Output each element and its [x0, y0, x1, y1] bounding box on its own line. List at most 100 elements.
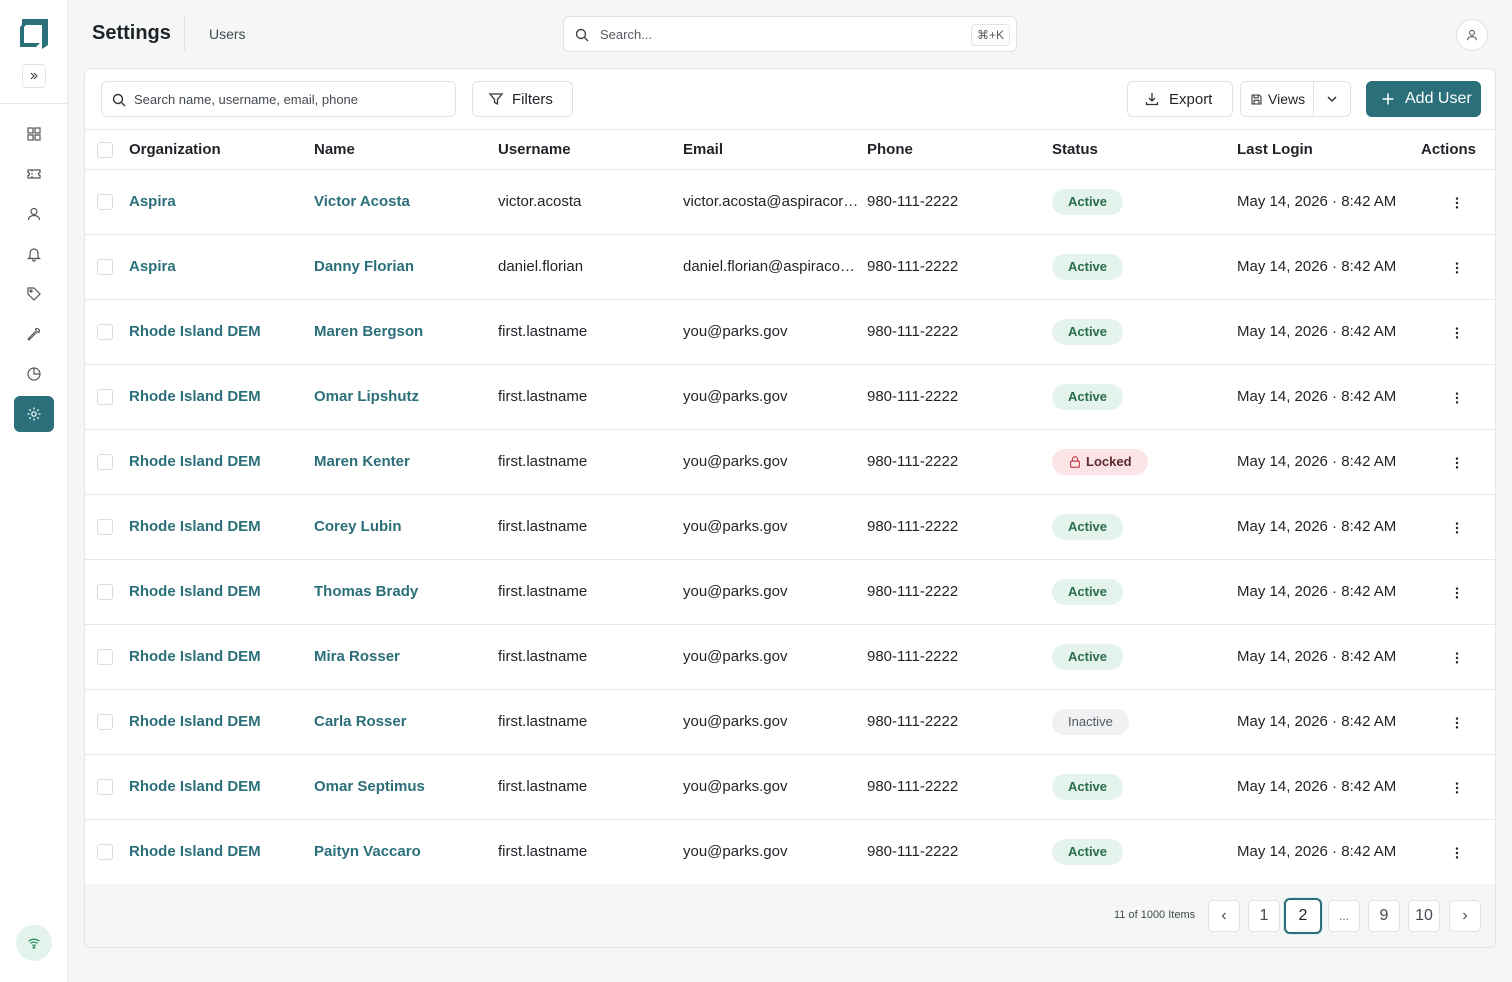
views-caret-button[interactable]	[1314, 82, 1350, 116]
organization-link[interactable]: Rhode Island DEM	[129, 843, 261, 860]
grid-icon	[27, 127, 41, 141]
next-page-button[interactable]	[1449, 900, 1481, 932]
row-checkbox[interactable]	[97, 324, 113, 340]
organization-link[interactable]: Aspira	[129, 258, 176, 275]
sidebar-item-alerts[interactable]	[14, 236, 54, 272]
row-checkbox[interactable]	[97, 259, 113, 275]
sidebar-item-users[interactable]	[14, 196, 54, 232]
column-header-organization[interactable]: Organization	[129, 141, 221, 158]
views-button[interactable]: Views	[1241, 82, 1314, 116]
sidebar-item-tools[interactable]	[14, 316, 54, 352]
table-row[interactable]: Rhode Island DEM Omar Lipshutz first.lastn…	[85, 365, 1495, 430]
row-actions-button[interactable]	[1449, 714, 1465, 732]
add-user-button[interactable]: Add User	[1366, 81, 1481, 117]
table-row[interactable]: Aspira Danny Florian daniel.florian daniel.…	[85, 235, 1495, 300]
column-header-name[interactable]: Name	[314, 141, 355, 158]
expand-sidebar-button[interactable]	[22, 64, 46, 88]
views-dropdown[interactable]: Views	[1240, 81, 1351, 117]
row-actions-button[interactable]	[1449, 844, 1465, 862]
table-row[interactable]: Rhode Island DEM Mira Rosser first.lastnam…	[85, 625, 1495, 690]
status-badge: Active	[1052, 774, 1124, 800]
row-actions-button[interactable]	[1449, 324, 1465, 342]
sidebar-item-reports[interactable]	[14, 356, 54, 392]
row-actions-button[interactable]	[1449, 519, 1465, 537]
sidebar-item-dashboard[interactable]	[14, 116, 54, 152]
organization-link[interactable]: Rhode Island DEM	[129, 713, 261, 730]
user-name-link[interactable]: Maren Bergson	[314, 323, 424, 340]
row-actions-button[interactable]	[1449, 454, 1465, 472]
user-name-link[interactable]: Omar Lipshutz	[314, 388, 420, 405]
row-checkbox[interactable]	[97, 584, 113, 600]
organization-link[interactable]: Rhode Island DEM	[129, 518, 261, 535]
row-checkbox[interactable]	[97, 454, 113, 470]
table-row[interactable]: Aspira Victor Acosta victor.acosta victor.a…	[85, 170, 1495, 235]
user-name-link[interactable]: Mira Rosser	[314, 648, 400, 665]
export-button[interactable]: Export	[1127, 81, 1233, 117]
status-label: Active	[1068, 649, 1108, 664]
organization-link[interactable]: Rhode Island DEM	[129, 388, 261, 405]
column-header-phone[interactable]: Phone	[867, 141, 913, 158]
organization-link[interactable]: Rhode Island DEM	[129, 583, 261, 600]
column-header-username[interactable]: Username	[498, 141, 571, 158]
user-name-link[interactable]: Victor Acosta	[314, 193, 410, 210]
row-actions-button[interactable]	[1449, 584, 1465, 602]
prev-page-button[interactable]	[1208, 900, 1240, 932]
row-checkbox[interactable]	[97, 779, 113, 795]
table-row[interactable]: Rhode Island DEM Paityn Vaccaro first.last…	[85, 820, 1495, 885]
page-button-1[interactable]: 1	[1248, 900, 1280, 932]
chevron-right-icon	[1463, 912, 1468, 920]
column-header-last-login[interactable]: Last Login	[1237, 141, 1313, 158]
row-checkbox[interactable]	[97, 649, 113, 665]
table-row[interactable]: Rhode Island DEM Maren Kenter first.lastna…	[85, 430, 1495, 495]
status-badge: Active	[1052, 644, 1124, 670]
table-row[interactable]: Rhode Island DEM Corey Lubin first.lastnam…	[85, 495, 1495, 560]
logo[interactable]	[16, 15, 52, 51]
organization-link[interactable]: Rhode Island DEM	[129, 778, 261, 795]
row-checkbox[interactable]	[97, 389, 113, 405]
organization-link[interactable]: Aspira	[129, 193, 176, 210]
row-actions-button[interactable]	[1449, 194, 1465, 212]
last-login-cell: May 14, 2026 · 8:42 AM	[1237, 713, 1397, 730]
add-user-label: Add User	[1405, 90, 1472, 107]
user-name-link[interactable]: Carla Rosser	[314, 713, 407, 730]
page-button-2[interactable]: 2	[1284, 898, 1322, 934]
table-row[interactable]: Rhode Island DEM Carla Rosser first.lastna…	[85, 690, 1495, 755]
user-name-link[interactable]: Maren Kenter	[314, 453, 410, 470]
organization-link[interactable]: Rhode Island DEM	[129, 453, 261, 470]
page-button-10[interactable]: 10	[1408, 900, 1440, 932]
sidebar-item-settings[interactable]	[14, 396, 54, 432]
table-row[interactable]: Rhode Island DEM Maren Bergson first.lastn…	[85, 300, 1495, 365]
row-checkbox[interactable]	[97, 519, 113, 535]
table-row[interactable]: Rhode Island DEM Omar Septimus first.lastn…	[85, 755, 1495, 820]
more-vertical-icon	[1455, 782, 1459, 794]
select-all-checkbox[interactable]	[97, 142, 113, 158]
user-name-link[interactable]: Omar Septimus	[314, 778, 425, 795]
row-actions-button[interactable]	[1449, 779, 1465, 797]
page-button-9[interactable]: 9	[1368, 900, 1400, 932]
row-checkbox[interactable]	[97, 844, 113, 860]
filters-button[interactable]: Filters	[472, 81, 573, 117]
user-name-link[interactable]: Paityn Vaccaro	[314, 843, 421, 860]
row-checkbox[interactable]	[97, 714, 113, 730]
connection-status-button[interactable]	[16, 925, 52, 961]
row-actions-button[interactable]	[1449, 649, 1465, 667]
sidebar-item-tickets[interactable]	[14, 156, 54, 192]
email-cell: you@parks.gov	[683, 388, 788, 405]
global-search-input[interactable]: Search... ⌘+K	[563, 16, 1017, 52]
breadcrumb[interactable]: Users	[209, 26, 246, 42]
row-actions-button[interactable]	[1449, 259, 1465, 277]
user-name-link[interactable]: Corey Lubin	[314, 518, 402, 535]
column-header-email[interactable]: Email	[683, 141, 724, 158]
table-search-input[interactable]: Search name, username, email, phone	[101, 81, 456, 117]
user-name-link[interactable]: Thomas Brady	[314, 583, 419, 600]
column-header-status[interactable]: Status	[1052, 141, 1098, 158]
row-actions-button[interactable]	[1449, 389, 1465, 407]
organization-link[interactable]: Rhode Island DEM	[129, 323, 261, 340]
organization-link[interactable]: Rhode Island DEM	[129, 648, 261, 665]
email-cell: daniel.florian@aspiracorp.com	[683, 258, 859, 275]
sidebar-item-tags[interactable]	[14, 276, 54, 312]
table-row[interactable]: Rhode Island DEM Thomas Brady first.lastna…	[85, 560, 1495, 625]
avatar[interactable]	[1456, 19, 1488, 51]
row-checkbox[interactable]	[97, 194, 113, 210]
user-name-link[interactable]: Danny Florian	[314, 258, 415, 275]
